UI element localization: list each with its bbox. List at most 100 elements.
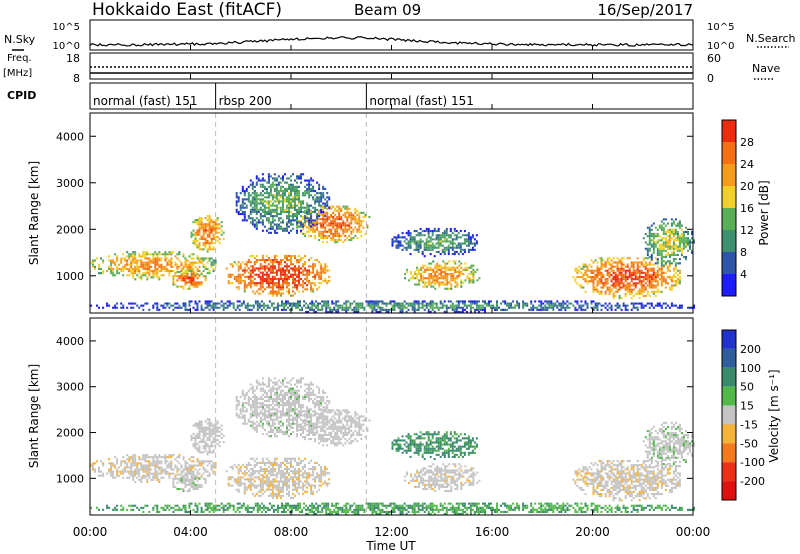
velocity-cell	[255, 492, 258, 495]
power-cell	[257, 219, 260, 222]
power-cell	[678, 226, 681, 229]
power-cell	[120, 302, 123, 305]
power-cell	[251, 210, 254, 213]
power-cell	[204, 240, 207, 243]
power-cell	[448, 287, 451, 290]
power-cell	[477, 310, 480, 313]
power-cell	[324, 237, 327, 240]
power-cell	[253, 277, 256, 280]
power-cell	[430, 268, 433, 271]
power-cell	[311, 300, 314, 303]
power-cell	[632, 306, 635, 309]
power-cell	[247, 261, 250, 264]
power-cell	[267, 273, 270, 276]
power-cell	[640, 306, 643, 309]
power-cell	[650, 286, 653, 289]
power-cell	[154, 267, 157, 270]
power-cell	[255, 273, 258, 276]
power-cell	[320, 271, 323, 274]
power-cell	[265, 265, 268, 268]
power-cell	[190, 300, 193, 303]
power-cell	[304, 261, 307, 264]
power-cell	[180, 270, 183, 273]
power-cell	[178, 306, 181, 309]
power-cell	[342, 213, 345, 216]
power-cell	[304, 288, 307, 291]
velocity-cell	[253, 486, 256, 489]
power-cell	[451, 306, 454, 309]
power-cell	[210, 221, 213, 224]
power-cell	[174, 263, 177, 266]
power-cell	[320, 226, 323, 229]
power-cell	[322, 234, 325, 237]
power-cell	[417, 308, 420, 311]
freq-nave-strip: 18 8 60 0	[66, 52, 721, 85]
power-cell	[467, 304, 470, 307]
velocity-cell	[134, 468, 137, 471]
power-cell	[198, 261, 201, 264]
power-cell	[608, 273, 611, 276]
power-cell	[682, 230, 685, 233]
velocity-cell	[194, 436, 197, 439]
power-cell	[433, 230, 436, 233]
power-cell	[299, 300, 301, 303]
power-cell	[618, 288, 621, 291]
power-cell	[208, 248, 211, 251]
power-cell	[275, 231, 278, 234]
power-cell	[354, 211, 357, 214]
power-cell	[345, 304, 348, 307]
velocity-cell	[273, 459, 276, 462]
velocity-cell	[247, 484, 250, 487]
power-cell	[433, 306, 436, 309]
power-cell	[300, 277, 302, 280]
power-cell	[618, 306, 621, 309]
power-cell	[304, 190, 307, 193]
power-cell	[445, 246, 448, 249]
velocity-cell	[166, 470, 169, 473]
power-cell	[413, 248, 416, 251]
power-cell	[644, 263, 647, 266]
power-cell	[286, 196, 288, 199]
power-cell	[241, 202, 244, 205]
power-cell	[632, 263, 635, 266]
power-cell	[652, 286, 655, 289]
power-cell	[689, 241, 691, 244]
power-cell	[359, 302, 362, 305]
power-cell	[251, 290, 254, 293]
velocity-cell	[196, 479, 199, 482]
power-cell	[586, 302, 589, 305]
power-cell	[158, 263, 161, 266]
power-cell	[271, 290, 274, 293]
power-cell	[334, 213, 337, 216]
velocity-cell	[138, 458, 141, 461]
power-cell	[261, 183, 264, 186]
power-cell	[508, 304, 511, 307]
power-cell	[602, 263, 605, 266]
power-cell	[465, 306, 468, 309]
velocity-cell	[206, 438, 209, 441]
velocity-cell	[282, 461, 284, 464]
noise-sky-line	[89, 36, 694, 47]
power-cell	[662, 247, 665, 250]
power-cell	[338, 211, 341, 214]
power-cell	[387, 308, 390, 311]
power-cell	[606, 278, 609, 281]
power-cell	[433, 255, 436, 258]
power-cell	[417, 302, 420, 305]
velocity-cell	[265, 480, 268, 483]
velocity-cell	[176, 488, 179, 491]
power-cell	[638, 278, 641, 281]
velocity-cell	[208, 445, 211, 448]
velocity-cell	[186, 468, 189, 471]
power-cell	[670, 218, 673, 221]
velocity-cell	[259, 482, 262, 485]
power-cell	[316, 198, 319, 201]
power-cell	[190, 231, 193, 234]
power-cell	[586, 280, 589, 283]
power-cell	[446, 273, 449, 276]
power-cell	[290, 273, 292, 276]
power-cell	[320, 230, 323, 233]
power-cell	[306, 202, 309, 205]
power-cell	[152, 261, 155, 264]
